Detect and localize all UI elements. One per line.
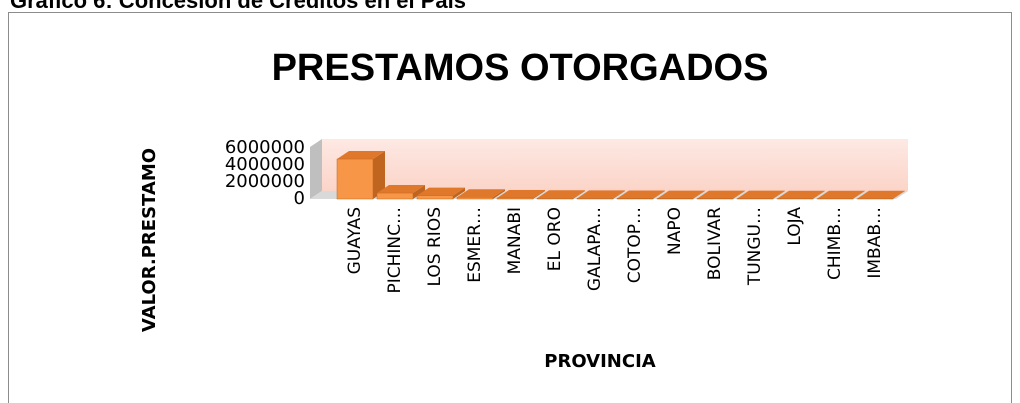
bar-top [377, 185, 425, 194]
x-tick-label: ESMER… [465, 207, 485, 283]
x-tick-label: LOS RIOS [425, 207, 445, 286]
bar-side [773, 190, 785, 199]
bar [576, 198, 614, 200]
bar [456, 197, 494, 200]
y-tick-label: 0 [294, 188, 305, 209]
y-tick-label: 4000000 [225, 154, 305, 175]
x-tick-label: COTOP… [625, 207, 645, 283]
bar-side [613, 190, 625, 199]
bar [616, 198, 654, 200]
bar-top [617, 190, 665, 199]
x-axis-label: PROVINCIA [544, 351, 655, 372]
x-tick-label: CHIMB… [825, 207, 845, 280]
x-tick-label: EL ORO [545, 207, 565, 271]
bar [496, 197, 534, 200]
bar-top [777, 190, 825, 199]
bar-top [497, 189, 545, 198]
x-tick-label: BOLIVAR [705, 207, 725, 280]
x-tick-label: NAPO [665, 207, 685, 255]
x-tick-label: PICHINC… [385, 207, 405, 294]
bar-side [813, 190, 825, 199]
bar-top [537, 190, 585, 199]
bar-side [453, 187, 465, 199]
y-axis-label: VALOR.PRESTAMO [139, 148, 160, 332]
bar-top [337, 151, 385, 160]
bar-side [373, 151, 385, 199]
bar-side [733, 190, 745, 199]
bar-side [853, 190, 865, 199]
chart-border [8, 12, 1012, 403]
bar-top [737, 190, 785, 199]
bar-side [533, 189, 545, 199]
x-tick-label: GUAYAS [345, 207, 365, 274]
bar [416, 195, 454, 200]
side-wall [310, 139, 322, 199]
y-tick-label: 6000000 [225, 137, 305, 158]
bar-top [657, 190, 705, 199]
x-tick-label: IMBAB… [865, 207, 885, 279]
x-tick-label: TUNGU… [745, 207, 765, 286]
x-tick-label: GALAPA… [585, 207, 605, 291]
bar [376, 192, 414, 200]
back-wall [322, 139, 908, 191]
y-tick-label: 2000000 [225, 171, 305, 192]
x-tick-label: MANABI [505, 207, 525, 274]
bar-top [817, 190, 865, 199]
bar-side [413, 185, 425, 199]
bar-top [857, 190, 905, 199]
bar-top [697, 190, 745, 199]
bar-side [653, 190, 665, 199]
bar-top [417, 187, 465, 196]
bar-side [573, 190, 585, 199]
bar-side [493, 189, 505, 199]
page-heading: Gráfico 6: Concesión de Créditos en el P… [10, 0, 466, 13]
bar-top [457, 189, 505, 198]
bar-side [893, 190, 905, 199]
bar-side [693, 190, 705, 199]
x-tick-label: LOJA [785, 207, 805, 246]
bar [536, 197, 574, 200]
bar [336, 158, 374, 200]
bar-top [577, 190, 625, 199]
chart-title: PRESTAMOS OTORGADOS [272, 47, 769, 89]
